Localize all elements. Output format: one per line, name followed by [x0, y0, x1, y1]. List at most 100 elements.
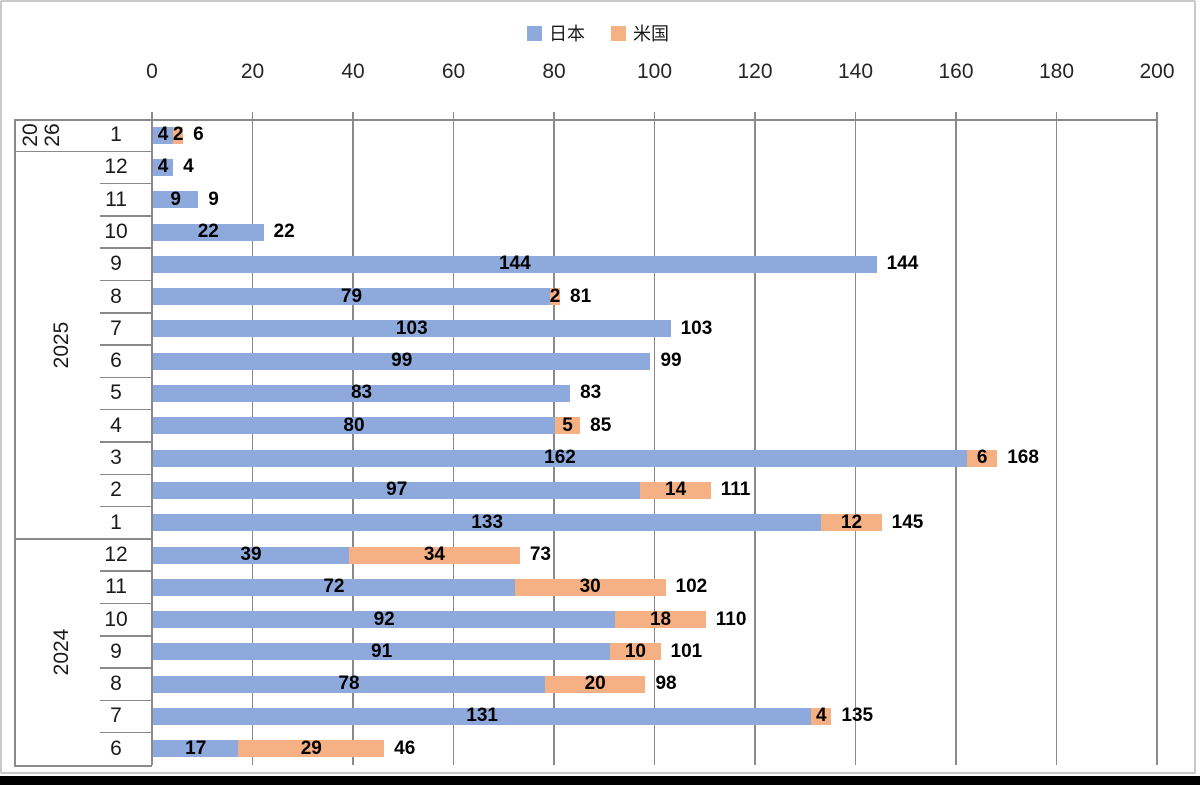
- bar-japan[interactable]: [153, 320, 671, 338]
- bar-label-usa: 29: [300, 737, 322, 759]
- bar-label-total: 110: [715, 608, 747, 630]
- bar-label-usa: 4: [816, 705, 827, 727]
- bar-usa[interactable]: [615, 611, 706, 629]
- month-label: 10: [104, 607, 128, 631]
- bar-japan[interactable]: [153, 481, 641, 499]
- gridline: [653, 112, 656, 765]
- bar-japan[interactable]: [153, 126, 174, 144]
- bar-usa[interactable]: [555, 417, 581, 435]
- bar-label-usa: 10: [624, 640, 646, 662]
- bar-japan[interactable]: [153, 708, 812, 726]
- bar-label-total: 4: [183, 156, 194, 178]
- axis-tick-label: 20: [240, 60, 265, 83]
- bar-usa[interactable]: [348, 546, 520, 564]
- legend-item-japan[interactable]: 日本: [527, 20, 585, 46]
- gridline: [553, 112, 555, 765]
- gridline: [1055, 112, 1058, 765]
- month-label: 5: [110, 381, 122, 405]
- bar-label-japan: 72: [323, 576, 345, 598]
- bar-label-total: 145: [891, 511, 924, 533]
- axis-tick-label: 80: [542, 60, 566, 83]
- month-tick-line: [100, 635, 152, 637]
- bar-usa[interactable]: [514, 578, 666, 596]
- month-label: 1: [110, 510, 122, 534]
- bar-japan[interactable]: [153, 223, 264, 241]
- bar-label-japan: 97: [386, 479, 408, 501]
- bar-japan[interactable]: [153, 352, 651, 370]
- bar-usa[interactable]: [610, 643, 661, 661]
- gridline: [452, 112, 455, 765]
- month-label: 6: [110, 736, 122, 760]
- bar-usa[interactable]: [811, 708, 832, 726]
- month-tick-line: [100, 182, 152, 185]
- bar-japan[interactable]: [153, 611, 616, 629]
- bar-japan[interactable]: [153, 643, 611, 661]
- month-tick-line: [100, 312, 152, 314]
- bar-japan[interactable]: [153, 740, 239, 758]
- legend-label: 米国: [633, 24, 669, 44]
- bar-label-japan: 22: [197, 220, 219, 242]
- bar-label-japan: 17: [185, 737, 207, 759]
- gridline: [1156, 112, 1158, 765]
- bar-usa[interactable]: [640, 481, 711, 499]
- bar-usa[interactable]: [549, 288, 561, 306]
- plot-top-border-line: [14, 119, 1157, 121]
- bar-usa[interactable]: [967, 449, 998, 467]
- bar-usa[interactable]: [821, 514, 882, 532]
- bar-japan[interactable]: [153, 385, 571, 403]
- bar-label-total: 81: [570, 285, 592, 307]
- bar-label-usa: 20: [584, 673, 606, 695]
- bar-japan[interactable]: [153, 675, 545, 693]
- bar-label-usa: 12: [840, 511, 863, 533]
- bar-label-usa: 2: [172, 124, 184, 145]
- bar-label-total: 111: [720, 479, 751, 501]
- month-tick-line: [100, 215, 152, 217]
- month-label: 8: [110, 672, 122, 696]
- month-label: 11: [105, 187, 127, 211]
- bar-usa[interactable]: [238, 740, 385, 758]
- month-tick-line: [100, 441, 152, 443]
- bar-japan[interactable]: [153, 578, 515, 596]
- gridline: [352, 112, 354, 765]
- bar-label-japan: 162: [544, 447, 576, 468]
- gridline: [251, 112, 254, 765]
- bar-japan[interactable]: [153, 158, 174, 176]
- bar-japan[interactable]: [153, 417, 555, 435]
- month-label: 2: [110, 478, 122, 502]
- bar-usa[interactable]: [544, 675, 646, 693]
- axis-tick-label: 160: [938, 60, 974, 83]
- bar-label-usa: 6: [976, 447, 988, 468]
- month-label: 4: [110, 413, 122, 437]
- month-label: 8: [110, 284, 122, 308]
- legend-item-usa[interactable]: 米国: [611, 20, 669, 46]
- axis-tick-label: 120: [737, 60, 773, 83]
- bar-label-total: 102: [675, 576, 708, 598]
- month-tick-line: [100, 667, 152, 669]
- gridline: [955, 112, 957, 765]
- bar-label-usa: 14: [665, 479, 687, 501]
- bar-japan[interactable]: [153, 514, 822, 532]
- bar-japan[interactable]: [153, 288, 550, 306]
- month-label: 12: [104, 542, 128, 566]
- legend-swatch-icon: [611, 25, 626, 41]
- bar-label-total: 22: [273, 220, 295, 242]
- bar-label-total: 6: [193, 124, 204, 145]
- bar-usa[interactable]: [173, 126, 184, 144]
- bar-label-total: 46: [394, 737, 416, 759]
- bar-label-japan: 4: [157, 156, 169, 178]
- month-label: 12: [104, 155, 128, 179]
- bar-japan[interactable]: [153, 449, 968, 467]
- bar-label-japan: 80: [343, 414, 365, 436]
- legend-label: 日本: [549, 24, 585, 44]
- bar-label-total: 103: [680, 317, 713, 339]
- year-label: 2025: [50, 321, 73, 369]
- bar-japan[interactable]: [153, 255, 877, 273]
- bar-japan[interactable]: [153, 546, 349, 564]
- bar-label-japan: 144: [498, 253, 531, 275]
- bar-label-total: 9: [208, 188, 219, 210]
- bar-label-total: 73: [529, 543, 551, 565]
- month-label: 7: [110, 704, 122, 728]
- month-label: 10: [104, 219, 128, 243]
- bar-label-total: 144: [886, 253, 919, 275]
- bar-japan[interactable]: [153, 191, 199, 209]
